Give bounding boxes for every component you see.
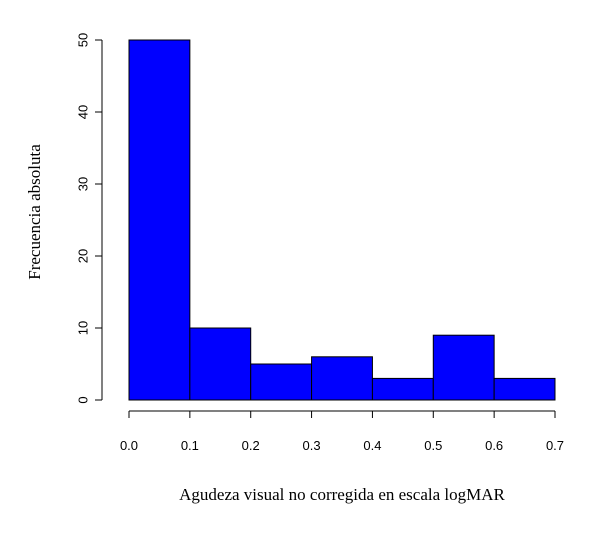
x-tick-label: 0.4 bbox=[363, 438, 381, 453]
x-tick-label: 0.7 bbox=[546, 438, 564, 453]
y-tick-label: 30 bbox=[75, 177, 90, 191]
x-axis-title: Agudeza visual no corregida en escala lo… bbox=[179, 485, 505, 504]
histogram-bar-4 bbox=[311, 356, 373, 401]
histogram-bar-3 bbox=[250, 363, 313, 401]
histogram-bar-2 bbox=[189, 327, 252, 401]
histogram-bar-6 bbox=[432, 334, 495, 401]
x-axis: 0.0 0.1 0.2 0.3 0.4 0.5 0.6 0.7 bbox=[120, 410, 564, 453]
y-axis: 0 10 20 30 40 50 bbox=[75, 33, 103, 404]
histogram-bar-5 bbox=[371, 377, 434, 401]
x-tick-label: 0.0 bbox=[120, 438, 138, 453]
histogram-bar-1 bbox=[128, 39, 191, 401]
y-tick-label: 10 bbox=[75, 321, 90, 335]
y-tick-label: 20 bbox=[75, 249, 90, 263]
y-tick-label: 40 bbox=[75, 105, 90, 119]
x-tick-label: 0.3 bbox=[303, 438, 321, 453]
bars-group bbox=[128, 39, 556, 401]
x-tick-label: 0.1 bbox=[181, 438, 199, 453]
histogram-bar-7 bbox=[493, 377, 556, 401]
y-axis-title: Frecuencia absoluta bbox=[25, 144, 44, 280]
x-tick-label: 0.6 bbox=[485, 438, 503, 453]
x-tick-label: 0.5 bbox=[424, 438, 442, 453]
y-tick-label: 50 bbox=[75, 33, 90, 47]
y-tick-label: 0 bbox=[75, 396, 90, 403]
x-tick-label: 0.2 bbox=[242, 438, 260, 453]
